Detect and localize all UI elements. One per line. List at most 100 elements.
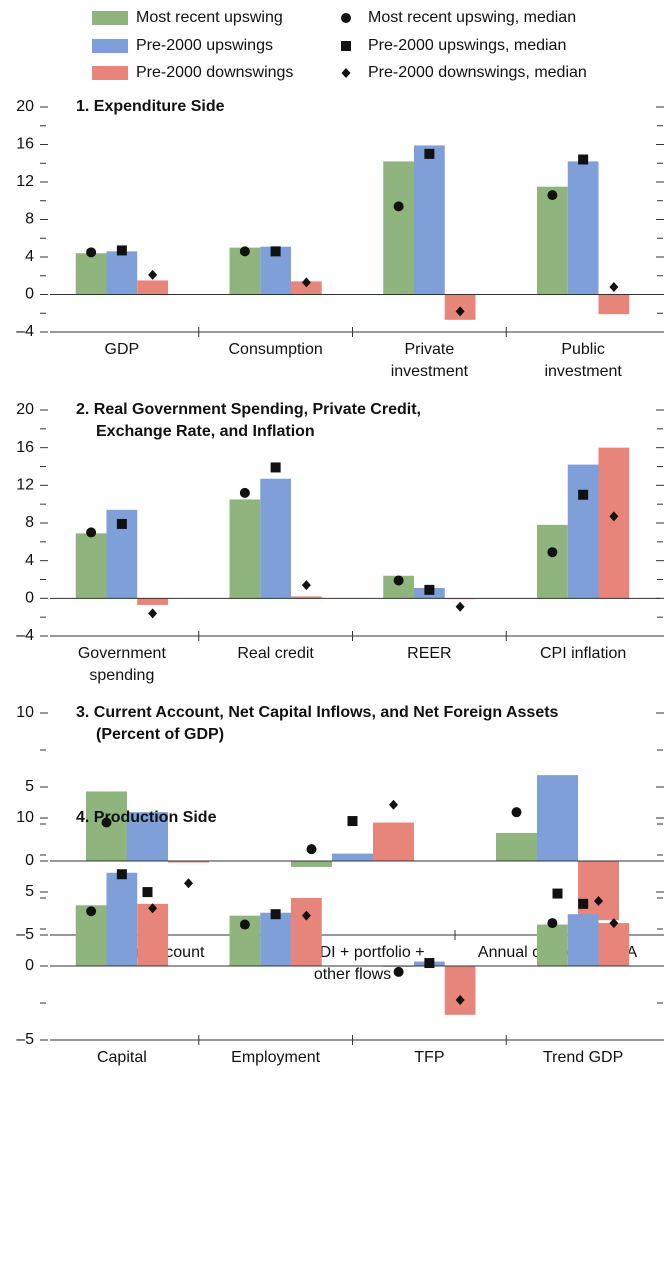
legend-label: Pre-2000 upswings, median (368, 37, 566, 54)
median-marker (239, 246, 250, 257)
bar (168, 861, 209, 863)
x-tick-label: Consumption (228, 341, 322, 358)
y-tick-label: 0 (25, 590, 34, 607)
median-marker (116, 245, 127, 256)
bar (444, 966, 476, 1015)
median-marker (301, 910, 311, 921)
median-marker (184, 878, 193, 889)
median-marker (86, 527, 97, 538)
median-marker (86, 247, 97, 258)
median-marker (455, 306, 465, 317)
y-tick-label: –5 (16, 926, 34, 943)
x-tick-label: other flows (314, 966, 391, 983)
x-tick-label: TFP (414, 1049, 444, 1066)
x-tick-label: CPI inflation (540, 645, 626, 662)
median-marker (547, 918, 558, 929)
y-tick-label: 10 (16, 809, 34, 826)
panel-title: 3. Current Account, Net Capital Inflows,… (76, 704, 559, 721)
bar (373, 822, 414, 861)
median-marker (578, 154, 589, 165)
bar (537, 775, 578, 861)
panel-title: (Percent of GDP) (96, 726, 224, 743)
median-marker (552, 888, 563, 899)
legend-label: Pre-2000 downswings (136, 64, 293, 81)
median-marker (142, 887, 153, 898)
y-tick-label: –4 (16, 627, 34, 644)
y-tick-label: –4 (16, 323, 34, 340)
y-tick-label: 8 (25, 211, 34, 228)
legend-label: Most recent upswing, median (368, 9, 576, 26)
bar (127, 812, 168, 861)
median-marker (341, 13, 351, 23)
median-marker (116, 869, 127, 880)
median-marker (511, 807, 522, 818)
bar (598, 294, 630, 315)
y-tick-label: 8 (25, 514, 34, 531)
bar (291, 596, 322, 599)
x-tick-label: Real credit (237, 645, 314, 662)
bar (75, 253, 107, 295)
bar (567, 161, 599, 295)
median-marker (609, 511, 619, 522)
bar (537, 924, 568, 966)
median-marker (148, 903, 158, 914)
median-marker (301, 580, 311, 591)
panel-title: 2. Real Government Spending, Private Cre… (76, 401, 421, 418)
median-marker (424, 584, 435, 595)
bar (260, 912, 291, 966)
median-marker (424, 958, 435, 969)
x-tick-label: REER (407, 645, 451, 662)
legend-label: Most recent upswing (136, 9, 283, 26)
bar (598, 447, 630, 599)
bar (106, 251, 138, 295)
y-tick-label: 5 (25, 778, 34, 795)
median-marker (594, 895, 603, 906)
median-marker (393, 201, 404, 212)
bar (75, 533, 107, 599)
y-tick-label: 12 (16, 477, 34, 494)
median-marker (341, 68, 351, 78)
median-marker (455, 601, 465, 612)
bar (567, 464, 599, 599)
x-tick-label: Trend GDP (543, 1049, 623, 1066)
y-tick-label: 0 (25, 957, 34, 974)
median-marker (239, 487, 250, 498)
bar (332, 853, 373, 861)
median-marker (347, 816, 358, 827)
median-marker (116, 518, 127, 529)
median-marker (547, 190, 558, 201)
bar (260, 478, 291, 599)
bar (291, 861, 332, 867)
bar (537, 186, 568, 295)
median-marker (609, 282, 619, 292)
median-marker (578, 489, 589, 500)
median-marker (609, 918, 619, 929)
y-tick-label: 16 (16, 439, 34, 456)
x-tick-label: Public (561, 341, 605, 358)
median-marker (148, 269, 158, 280)
legend-swatch (92, 11, 128, 25)
bar (137, 280, 168, 295)
x-tick-label: Government (78, 645, 167, 662)
median-marker (270, 909, 281, 920)
x-tick-label: GDP (105, 341, 140, 358)
y-tick-label: 5 (25, 883, 34, 900)
bar (383, 161, 414, 295)
bar (291, 897, 322, 966)
median-marker (148, 608, 158, 619)
y-tick-label: 4 (25, 552, 34, 569)
y-tick-label: 0 (25, 852, 34, 869)
legend-label: Pre-2000 downswings, median (368, 64, 587, 81)
median-marker (101, 817, 112, 828)
bar (106, 872, 138, 966)
legend-swatch (92, 39, 128, 53)
median-marker (86, 906, 97, 917)
median-marker (306, 844, 317, 855)
x-tick-label: spending (89, 667, 154, 684)
x-tick-label: investment (391, 363, 469, 380)
bar (578, 861, 619, 921)
bar (496, 832, 537, 861)
bar (598, 923, 630, 966)
bar (291, 281, 322, 295)
